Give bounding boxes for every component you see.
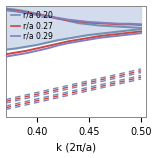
X-axis label: k (2π/a): k (2π/a) <box>56 143 96 152</box>
Legend: r/a 0.20, r/a 0.27, r/a 0.29: r/a 0.20, r/a 0.27, r/a 0.29 <box>9 9 55 43</box>
